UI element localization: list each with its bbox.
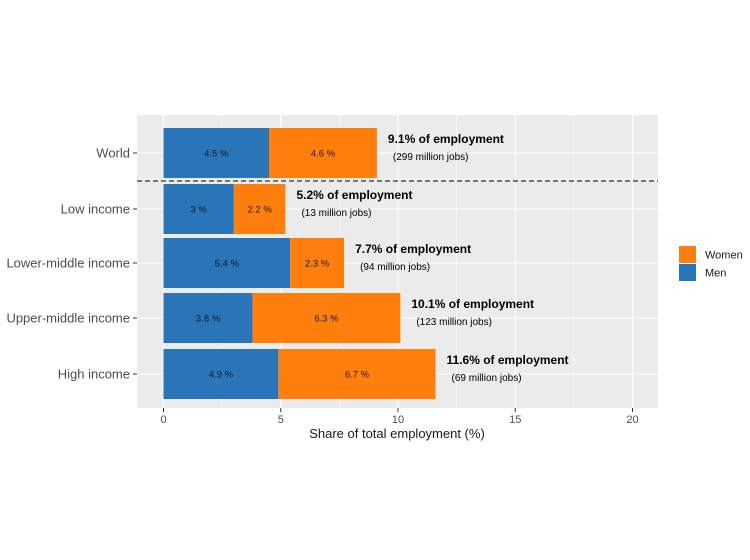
bar-men <box>163 293 253 343</box>
x-axis: 0 5 10 15 20 <box>160 408 639 426</box>
legend-label-men: Men <box>705 268 726 280</box>
jobs-annotation: (299 million jobs) <box>393 152 469 163</box>
bar-label-men: 3 % <box>190 205 207 216</box>
bar-label-men: 3.8 % <box>196 314 221 325</box>
bar-women <box>290 238 345 288</box>
bar-women <box>233 184 286 234</box>
bar-label-men: 4.9 % <box>209 370 234 381</box>
x-axis-title: Share of total employment (%) <box>309 426 485 441</box>
jobs-annotation: (13 million jobs) <box>301 208 371 219</box>
bar-label-men: 4.5 % <box>204 149 229 160</box>
y-axis: World Low income Lower-middle income Upper-… <box>6 146 137 382</box>
bar-women <box>252 293 401 343</box>
annotations-group: 9.1% of employment (299 million jobs) 5.2%… <box>296 132 568 384</box>
y-tick-label: Lower-middle income <box>6 256 130 271</box>
jobs-annotation: (94 million jobs) <box>360 262 430 273</box>
bar-women <box>278 349 436 399</box>
total-annotation: 5.2% of employment <box>296 188 412 202</box>
x-tick-label: 20 <box>626 414 638 426</box>
y-tick-label: World <box>96 146 130 161</box>
bar-men <box>163 349 279 399</box>
legend-label-women: Women <box>705 250 743 262</box>
x-tick-label: 10 <box>392 414 404 426</box>
bar-label-women: 4.6 % <box>311 149 336 160</box>
jobs-annotation: (123 million jobs) <box>416 317 492 328</box>
total-annotation: 10.1% of employment <box>411 297 534 311</box>
legend-swatch-men <box>679 264 696 281</box>
total-annotation: 9.1% of employment <box>388 132 504 146</box>
bar-label-women: 2.3 % <box>305 259 330 270</box>
x-tick-label: 0 <box>160 414 166 426</box>
total-annotation: 7.7% of employment <box>355 242 471 256</box>
bar-men <box>163 128 270 178</box>
x-tick-label: 15 <box>509 414 521 426</box>
legend-swatch-women <box>679 246 696 263</box>
bar-label-women: 2.2 % <box>247 205 272 216</box>
bar-women <box>269 128 377 178</box>
y-tick-label: Low income <box>61 202 130 217</box>
x-tick-label: 5 <box>278 414 284 426</box>
total-annotation: 11.6% of employment <box>447 353 569 367</box>
bar-men <box>163 184 234 234</box>
y-tick-label: Upper-middle income <box>6 311 130 326</box>
bar-label-women: 6.7 % <box>345 370 370 381</box>
jobs-annotation: (69 million jobs) <box>452 373 522 384</box>
y-tick-label: High income <box>58 367 130 382</box>
legend: Women Men <box>679 246 743 281</box>
bar-label-women: 6.3 % <box>314 314 339 325</box>
bar-label-men: 5.4 % <box>215 259 240 270</box>
bar-men <box>163 238 291 288</box>
bars-group: 4.5 % 4.6 % 3 % 2.2 % 5.4 % 2.3 % 3.8 % 6.3 % 4.… <box>137 128 658 399</box>
